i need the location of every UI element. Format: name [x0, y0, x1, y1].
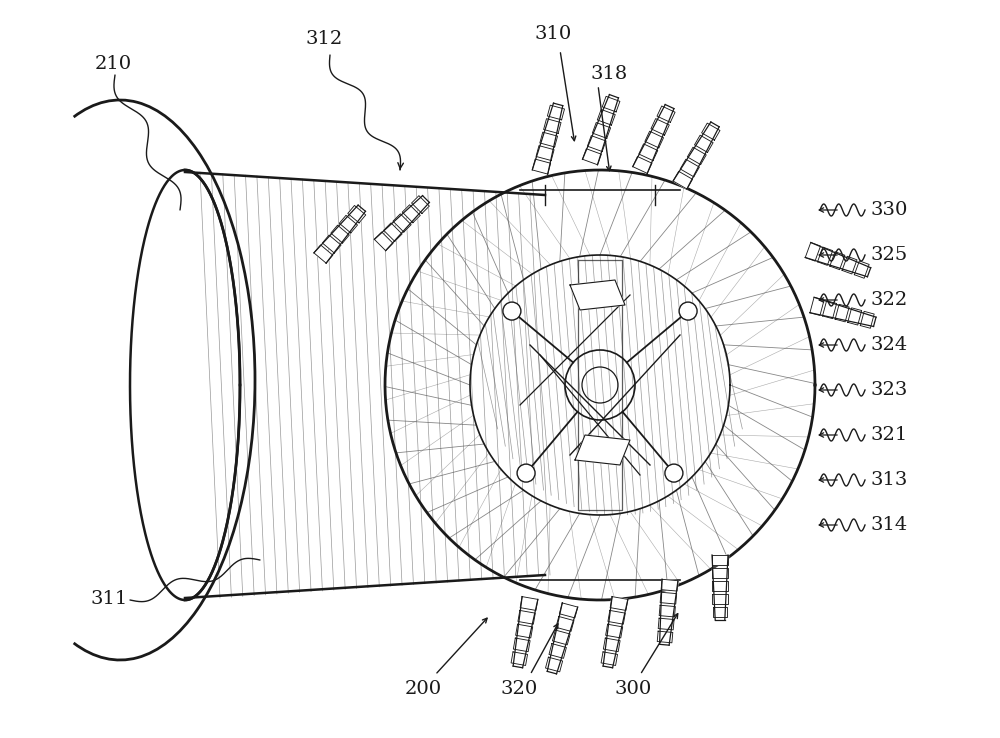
Text: 312: 312 [305, 30, 342, 48]
Polygon shape [712, 594, 728, 604]
Polygon shape [516, 624, 533, 638]
Text: 313: 313 [870, 471, 907, 489]
Text: 330: 330 [870, 201, 907, 219]
Text: 310: 310 [535, 25, 572, 43]
Text: 318: 318 [590, 65, 627, 83]
Polygon shape [348, 205, 366, 223]
Polygon shape [545, 657, 563, 672]
Polygon shape [402, 204, 420, 223]
Polygon shape [513, 638, 530, 652]
Polygon shape [842, 256, 857, 274]
Polygon shape [633, 156, 652, 173]
Polygon shape [848, 308, 862, 325]
Polygon shape [339, 215, 358, 233]
Polygon shape [322, 235, 341, 253]
Polygon shape [547, 106, 565, 120]
Polygon shape [314, 245, 333, 263]
Polygon shape [331, 225, 349, 243]
Polygon shape [661, 579, 678, 591]
Polygon shape [374, 232, 393, 251]
Circle shape [517, 464, 535, 482]
Polygon shape [660, 593, 677, 604]
Polygon shape [712, 581, 728, 591]
Polygon shape [657, 106, 675, 123]
Polygon shape [556, 616, 574, 632]
Polygon shape [536, 145, 554, 160]
Polygon shape [597, 109, 615, 125]
Text: 321: 321 [870, 426, 907, 444]
Polygon shape [540, 132, 558, 147]
Polygon shape [639, 144, 658, 161]
Polygon shape [575, 435, 630, 465]
Polygon shape [601, 652, 618, 666]
Text: 322: 322 [870, 291, 907, 309]
Polygon shape [854, 261, 869, 278]
Polygon shape [687, 147, 706, 165]
Polygon shape [657, 631, 673, 643]
Polygon shape [818, 247, 833, 266]
Polygon shape [645, 131, 664, 148]
Text: 314: 314 [870, 516, 907, 534]
Text: 210: 210 [95, 55, 132, 73]
Polygon shape [511, 652, 528, 666]
Polygon shape [520, 596, 538, 610]
Polygon shape [384, 223, 402, 241]
Text: 300: 300 [615, 680, 652, 698]
Polygon shape [603, 638, 620, 652]
Polygon shape [830, 252, 845, 269]
Polygon shape [559, 603, 578, 618]
Polygon shape [713, 607, 727, 618]
Polygon shape [393, 214, 411, 232]
Circle shape [503, 302, 521, 320]
Polygon shape [544, 119, 561, 134]
Polygon shape [702, 123, 720, 140]
Polygon shape [552, 630, 570, 645]
Polygon shape [608, 610, 625, 624]
Polygon shape [582, 149, 601, 165]
Text: 325: 325 [870, 246, 907, 264]
Polygon shape [658, 618, 674, 630]
Polygon shape [587, 136, 606, 151]
Polygon shape [602, 97, 620, 112]
Polygon shape [694, 135, 713, 152]
Polygon shape [570, 280, 625, 310]
Text: 320: 320 [500, 680, 537, 698]
Polygon shape [606, 624, 623, 638]
Polygon shape [712, 568, 728, 579]
Circle shape [665, 464, 683, 482]
Polygon shape [412, 196, 429, 213]
Polygon shape [518, 610, 535, 624]
Text: 311: 311 [90, 590, 127, 608]
Text: 200: 200 [405, 680, 442, 698]
Polygon shape [823, 301, 837, 319]
Polygon shape [549, 644, 566, 658]
Polygon shape [860, 311, 874, 328]
Polygon shape [810, 297, 824, 315]
Text: 323: 323 [870, 381, 907, 399]
Polygon shape [805, 243, 821, 261]
Polygon shape [610, 596, 628, 610]
Polygon shape [651, 119, 669, 135]
Polygon shape [673, 171, 693, 189]
Polygon shape [835, 304, 849, 322]
Polygon shape [712, 555, 728, 565]
Polygon shape [659, 605, 675, 617]
Polygon shape [532, 159, 551, 174]
Circle shape [679, 302, 697, 320]
Polygon shape [592, 123, 611, 138]
Polygon shape [680, 159, 699, 177]
Text: 324: 324 [870, 336, 907, 354]
